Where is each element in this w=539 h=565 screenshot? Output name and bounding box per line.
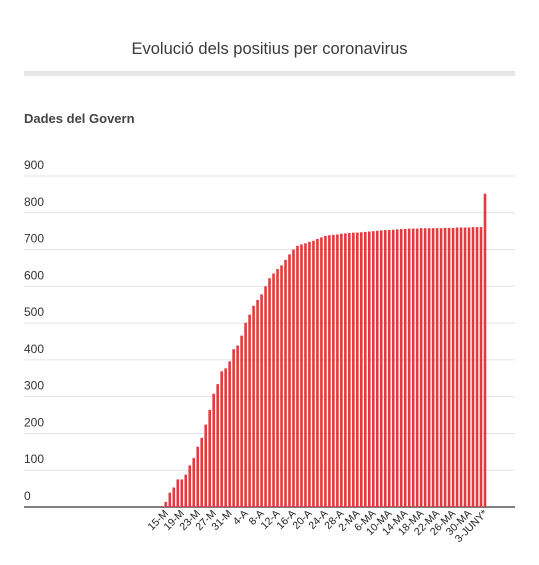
bar [356,232,359,507]
bar [411,228,415,507]
bar [387,230,391,507]
bar [407,228,411,507]
bar [483,193,487,507]
bar [375,230,379,508]
bar [300,244,303,507]
bar [443,227,447,508]
bar [475,227,479,507]
bar [455,227,459,508]
bar [427,228,431,507]
bar [200,437,204,507]
bar [160,506,164,507]
bar [479,227,483,507]
bar [364,231,367,507]
bar [332,234,335,507]
bar [447,227,451,508]
bar [288,254,291,507]
bar [184,474,188,507]
bar [451,227,455,508]
bar [192,458,196,507]
chart-subtitle: Dades del Govern [24,111,135,126]
bar [423,228,427,507]
bar [292,249,295,507]
bar [399,228,403,507]
bar [379,230,383,507]
bar [439,228,443,507]
bar [308,241,311,507]
bar [344,233,347,507]
bar [316,238,319,507]
bar [463,227,467,508]
bar [459,227,463,508]
bar [224,368,227,507]
bar [403,228,407,507]
bar [232,349,235,507]
bar [415,228,419,507]
bar [252,305,255,507]
bar [204,424,207,507]
y-tick-label: 900 [24,158,44,172]
bar [256,299,259,507]
bar [176,479,180,507]
bar [320,237,323,508]
bar [304,243,307,508]
bar [284,259,287,507]
bar [212,393,215,507]
bar [395,229,399,507]
bar [391,229,395,507]
bar [431,228,435,507]
y-tick-label: 500 [24,305,44,319]
bar [340,233,343,508]
y-tick-label: 700 [24,232,44,246]
bar [296,245,299,507]
bar [471,227,475,507]
x-axis-tick-labels: 15-M19-M23-M27-M31-M4-A8-A12-A16-A20-A24… [146,508,491,545]
y-tick-label: 200 [24,415,44,429]
bar [419,228,423,507]
bar [260,294,263,507]
bar [240,335,243,507]
bar [336,234,339,508]
bar [324,235,327,507]
y-axis-tick-labels: 0 100 200 300 400 500 600 700 800 900 [24,158,44,503]
bar [180,479,184,507]
bar [208,409,211,507]
y-tick-label: 0 [24,489,31,503]
bar [435,228,439,507]
bar [383,230,387,507]
bar [312,240,315,508]
bar [172,487,176,507]
bar [264,286,267,507]
bar [216,384,219,507]
bar [188,465,192,507]
bar [360,232,363,507]
bar [164,501,168,507]
y-tick-label: 800 [24,195,44,209]
y-tick-label: 300 [24,379,44,393]
y-tick-label: 400 [24,342,44,356]
bar [220,371,223,507]
bar [467,227,471,508]
bar [168,492,172,507]
bar [272,273,275,507]
bar [244,322,247,507]
bar [367,231,371,507]
bar [196,446,200,507]
chart-title: Evolució dels positius per coronavirus [131,40,408,58]
y-tick-label: 600 [24,268,44,282]
bar [348,233,351,507]
bar [248,314,251,507]
y-tick-label: 100 [24,452,44,466]
title-divider [24,71,515,76]
bar [228,361,231,507]
bar [280,265,283,507]
bar [352,232,355,507]
bar [236,345,239,507]
bar [328,235,331,507]
bar [268,278,271,507]
bars [160,193,487,508]
bar [371,231,375,508]
bar [276,269,279,507]
